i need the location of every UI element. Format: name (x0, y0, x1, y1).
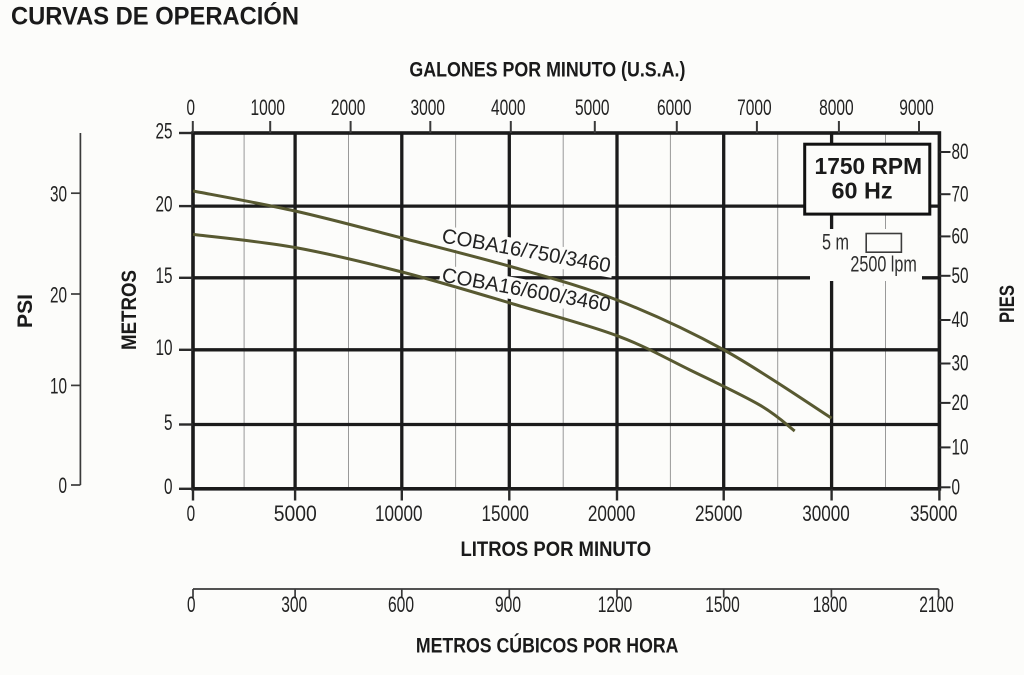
svg-text:2000: 2000 (331, 95, 366, 120)
svg-text:30: 30 (952, 351, 969, 376)
svg-text:PSI: PSI (14, 294, 37, 328)
svg-text:50: 50 (952, 263, 969, 288)
svg-text:1750 RPM: 1750 RPM (815, 153, 923, 179)
svg-text:5: 5 (164, 410, 173, 435)
svg-text:PIES: PIES (996, 285, 1019, 323)
svg-text:25: 25 (156, 118, 173, 143)
svg-text:60: 60 (952, 224, 969, 249)
svg-text:1200: 1200 (598, 592, 633, 617)
svg-text:LITROS POR MINUTO: LITROS POR MINUTO (461, 538, 652, 561)
svg-text:600: 600 (388, 592, 414, 617)
svg-text:0: 0 (59, 473, 68, 498)
svg-text:40: 40 (952, 307, 969, 332)
svg-text:1500: 1500 (705, 592, 740, 617)
svg-text:15000: 15000 (481, 501, 529, 526)
svg-text:30: 30 (50, 182, 67, 207)
svg-text:0: 0 (952, 475, 961, 500)
svg-text:10: 10 (50, 374, 67, 399)
svg-text:2100: 2100 (919, 592, 954, 617)
svg-text:20: 20 (952, 390, 969, 415)
svg-text:10: 10 (952, 435, 969, 460)
svg-text:GALONES POR MINUTO (U.S.A.): GALONES POR MINUTO (U.S.A.) (409, 59, 685, 82)
svg-text:20: 20 (50, 282, 67, 307)
svg-text:5000: 5000 (575, 95, 610, 120)
svg-text:0: 0 (187, 95, 196, 120)
svg-text:0: 0 (164, 474, 173, 499)
svg-text:80: 80 (952, 139, 969, 164)
svg-text:20000: 20000 (588, 501, 636, 526)
svg-text:CURVAS DE OPERACIÓN: CURVAS DE OPERACIÓN (11, 1, 299, 31)
svg-text:8000: 8000 (819, 95, 854, 120)
svg-text:0: 0 (187, 592, 196, 617)
svg-text:30000: 30000 (802, 501, 850, 526)
svg-text:300: 300 (281, 592, 307, 617)
svg-text:35000: 35000 (910, 501, 958, 526)
svg-text:20: 20 (156, 191, 173, 216)
svg-text:2500 lpm: 2500 lpm (850, 252, 916, 277)
svg-text:900: 900 (495, 592, 521, 617)
svg-text:METROS: METROS (118, 270, 141, 350)
svg-text:25000: 25000 (695, 501, 743, 526)
svg-text:15: 15 (156, 263, 173, 288)
svg-text:70: 70 (952, 181, 969, 206)
svg-text:9000: 9000 (899, 95, 934, 120)
svg-text:0: 0 (187, 501, 196, 526)
svg-text:6000: 6000 (657, 95, 692, 120)
svg-text:7000: 7000 (737, 95, 772, 120)
svg-text:4000: 4000 (491, 95, 526, 120)
svg-text:3000: 3000 (411, 95, 446, 120)
svg-text:10000: 10000 (375, 501, 423, 526)
svg-text:10: 10 (156, 335, 173, 360)
svg-text:5 m: 5 m (822, 229, 849, 254)
svg-text:1000: 1000 (250, 95, 285, 120)
svg-text:1800: 1800 (813, 592, 848, 617)
svg-text:60 Hz: 60 Hz (832, 177, 893, 203)
svg-text:5000: 5000 (274, 501, 317, 526)
svg-text:METROS CÚBICOS POR HORA: METROS CÚBICOS POR HORA (416, 634, 679, 658)
